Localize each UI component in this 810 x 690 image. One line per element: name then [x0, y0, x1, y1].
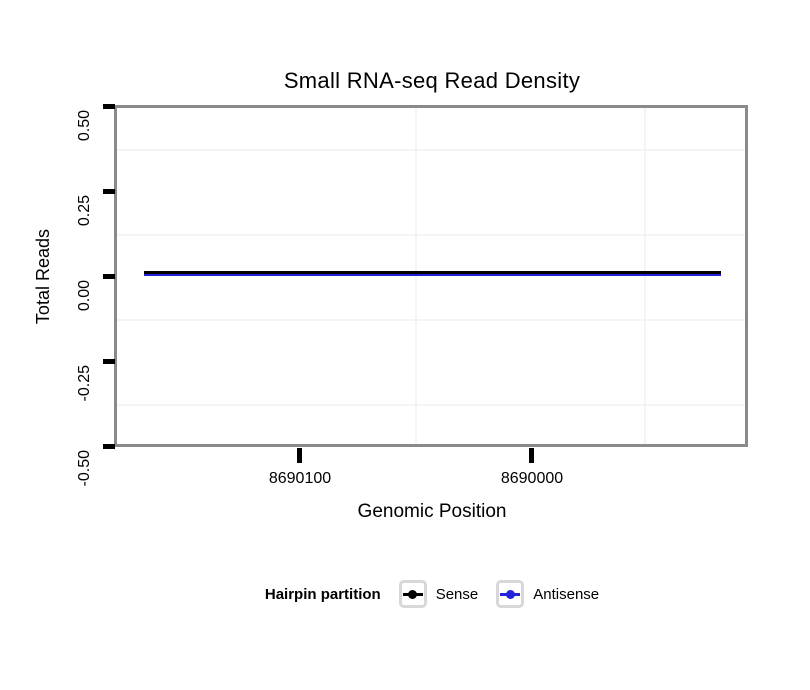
- y-tick-label: 0.00: [76, 280, 93, 312]
- sense-key-icon: [398, 580, 427, 608]
- y-tick-mark: [103, 444, 115, 449]
- legend-item-sense: Sense: [398, 580, 479, 608]
- chart-title: Small RNA-seq Read Density: [283, 68, 581, 93]
- antisense-key-icon: [496, 580, 525, 608]
- sense-series-line: [144, 271, 721, 274]
- x-axis-title: Genomic Position: [357, 501, 507, 522]
- legend-item-antisense: Antisense: [496, 580, 599, 608]
- legend-label-sense: Sense: [435, 585, 479, 603]
- antisense-series-line: [144, 274, 721, 276]
- y-axis-title: Total Reads: [33, 229, 53, 325]
- gridline-minor-v: [644, 108, 646, 444]
- legend: Hairpin partition Sense Antisense: [116, 580, 748, 608]
- y-tick-label: -0.50: [76, 450, 93, 487]
- gridline-minor-h: [117, 319, 745, 321]
- x-tick-label: 8690000: [500, 470, 564, 487]
- antisense-key-dot: [505, 589, 515, 599]
- y-tick-label: -0.25: [76, 365, 93, 402]
- gridline-minor-h: [117, 149, 745, 151]
- gridline-minor-h: [117, 234, 745, 236]
- y-tick-label: 0.25: [76, 195, 93, 227]
- y-tick-label: 0.50: [76, 110, 93, 142]
- x-tick-mark: [297, 448, 302, 463]
- y-tick-mark: [103, 359, 115, 364]
- plot-area: [117, 108, 745, 444]
- legend-label-antisense: Antisense: [533, 585, 600, 603]
- gridline-minor-v: [415, 108, 417, 444]
- sense-key-dot: [408, 589, 418, 599]
- legend-title: Hairpin partition: [264, 585, 381, 603]
- y-tick-mark: [103, 274, 115, 279]
- y-tick-mark: [103, 104, 115, 109]
- gridline-minor-h: [117, 404, 745, 406]
- plot-panel: [114, 105, 748, 447]
- y-tick-mark: [103, 189, 115, 194]
- x-tick-mark: [529, 448, 534, 463]
- x-tick-label: 8690100: [268, 470, 332, 487]
